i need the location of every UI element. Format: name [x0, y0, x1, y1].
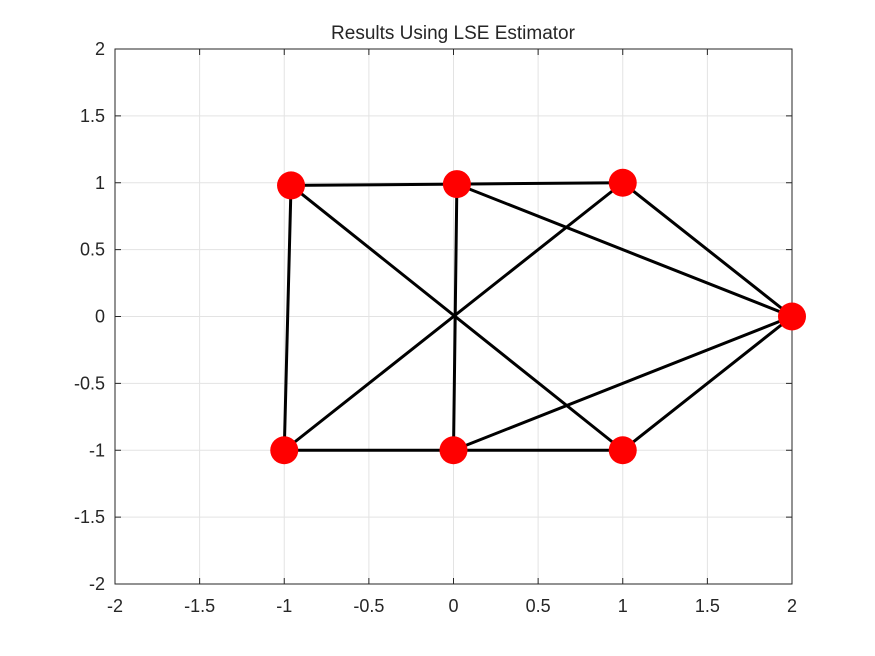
graph-node	[608, 168, 637, 197]
graph-edge	[282, 181, 625, 452]
x-tick-label: 1	[618, 596, 628, 616]
y-tick-label: -1	[89, 440, 105, 460]
graph-node	[270, 436, 299, 465]
axes-ticks: -2 -1.5 -1 -0.5 0 0.5 1 1.5 2 2 1.5 1 0.5 0 -0.5 -1 -1.5…	[74, 39, 797, 616]
graph-edge	[455, 181, 625, 186]
graph-node	[439, 436, 468, 465]
y-tick-label: 1	[95, 173, 105, 193]
x-tick-label: -1	[276, 596, 292, 616]
x-tick-label: -0.5	[353, 596, 384, 616]
x-tick-label: -1.5	[184, 596, 215, 616]
graph-node	[778, 302, 806, 331]
y-tick-label: -2	[89, 574, 105, 594]
nodes	[270, 168, 806, 465]
graph-edge	[621, 181, 794, 318]
chart-title: Results Using LSE Estimator	[331, 23, 576, 44]
y-tick-label: -1.5	[74, 507, 105, 527]
y-tick-label: 2	[95, 39, 105, 59]
x-tick-label: 0	[448, 596, 458, 616]
y-tick-label: 0.5	[80, 240, 105, 260]
graph-edge	[289, 182, 459, 187]
x-tick-label: -2	[107, 596, 123, 616]
graph-node	[277, 171, 306, 200]
graph-edge	[282, 183, 293, 452]
graph-node	[608, 436, 637, 465]
graph-node	[442, 170, 471, 199]
x-tick-label: 2	[787, 596, 797, 616]
graph-edge	[455, 182, 794, 318]
x-tick-label: 0.5	[526, 596, 551, 616]
graph-edge	[452, 182, 459, 452]
y-tick-label: -0.5	[74, 373, 105, 393]
y-tick-label: 1.5	[80, 106, 105, 126]
x-tick-label: 1.5	[695, 596, 720, 616]
y-tick-label: 0	[95, 307, 105, 327]
graph-edge	[452, 315, 794, 452]
edges	[282, 181, 794, 452]
graph-edge	[621, 315, 794, 452]
